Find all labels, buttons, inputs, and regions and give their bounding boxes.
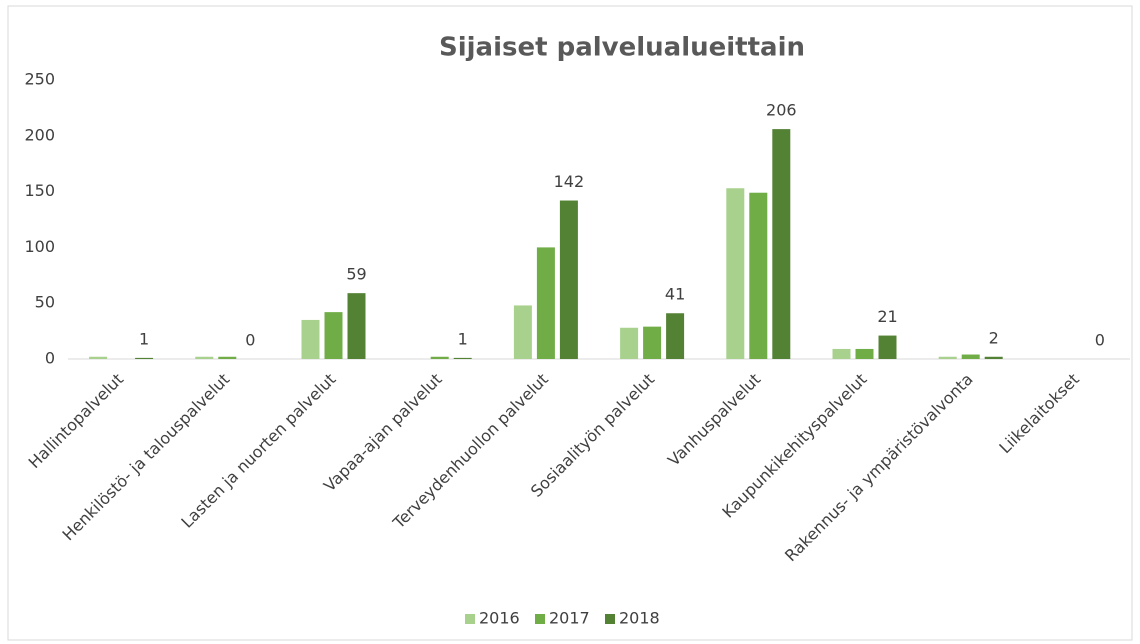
- legend-label: 2017: [549, 609, 590, 628]
- data-label: 206: [766, 101, 797, 120]
- bar: [878, 335, 897, 359]
- bar: [89, 356, 108, 359]
- bar: [347, 293, 366, 359]
- data-label: 59: [346, 265, 366, 284]
- bar: [324, 312, 343, 359]
- bar: [513, 305, 532, 359]
- data-label: 0: [1095, 331, 1105, 350]
- bar: [855, 348, 874, 359]
- legend-label: 2018: [619, 609, 660, 628]
- bar: [938, 356, 957, 359]
- bar: [218, 356, 237, 359]
- bar: [430, 356, 449, 359]
- data-label: 21: [877, 307, 897, 326]
- bar: [559, 200, 578, 359]
- legend-swatch: [465, 614, 475, 624]
- y-tick-label: 250: [24, 70, 55, 89]
- legend-label: 2016: [479, 609, 520, 628]
- bar: [301, 319, 320, 359]
- data-label: 2: [989, 328, 999, 347]
- chart-title: Sijaiset palvelualueittain: [439, 33, 805, 63]
- data-label: 0: [245, 331, 255, 350]
- bar: [666, 313, 685, 359]
- bar: [620, 327, 639, 359]
- y-tick-label: 50: [35, 293, 55, 312]
- legend-swatch: [535, 614, 545, 624]
- y-tick-label: 150: [24, 181, 55, 200]
- data-label: 1: [139, 329, 149, 348]
- bar: [643, 326, 662, 359]
- y-tick-label: 100: [24, 237, 55, 256]
- y-tick-label: 0: [45, 349, 55, 368]
- data-label: 142: [554, 172, 585, 191]
- data-label: 41: [665, 285, 685, 304]
- bar: [832, 348, 851, 359]
- legend-swatch: [605, 614, 615, 624]
- bar: [453, 357, 472, 359]
- bar: [984, 356, 1003, 359]
- bar: [749, 192, 768, 359]
- bar: [726, 188, 745, 359]
- bar: [536, 247, 555, 359]
- bar: [195, 356, 214, 359]
- data-label: 1: [458, 329, 468, 348]
- bar: [135, 357, 154, 359]
- bar: [961, 354, 980, 359]
- bar: [772, 129, 791, 359]
- y-tick-label: 200: [24, 125, 55, 144]
